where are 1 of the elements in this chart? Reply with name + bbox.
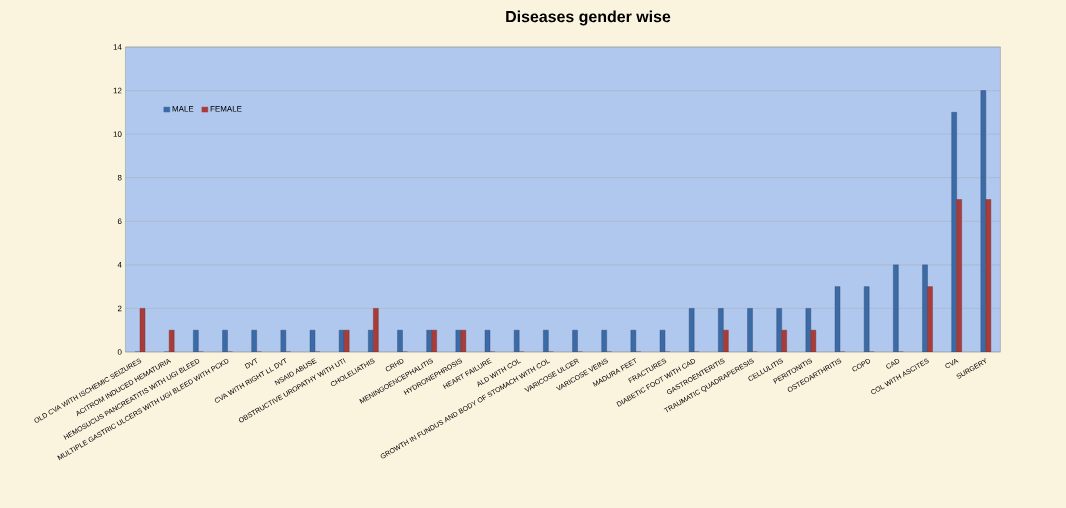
chart-title: Diseases gender wise bbox=[506, 10, 671, 26]
